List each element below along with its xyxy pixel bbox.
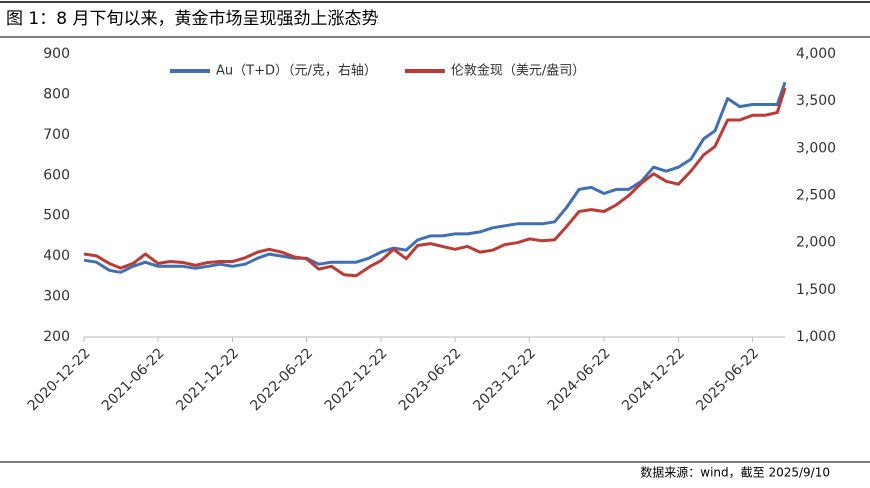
chart-title: 图 1：8 月下旬以来，黄金市场呈现强劲上涨态势 <box>6 9 378 29</box>
x-tick-label: 2020-12-22 <box>25 345 94 414</box>
x-tick-label: 2021-12-22 <box>173 345 242 414</box>
y-tick-label: 500 <box>43 208 70 224</box>
x-tick-label: 2025-06-22 <box>693 345 762 414</box>
x-tick-label: 2022-12-22 <box>322 345 391 414</box>
y2-tick-label: 1,500 <box>796 282 836 298</box>
x-tick-label: 2021-06-22 <box>99 345 168 414</box>
x-tick-label: 2022-06-22 <box>247 345 316 414</box>
legend-label: Au（T+D）（元/克，右轴） <box>216 64 377 79</box>
series-line <box>83 81 787 274</box>
x-tick-label: 2023-06-22 <box>396 345 465 414</box>
source: 数据来源：wind，截至 2025/9/10 <box>640 465 830 480</box>
x-tick-label: 2024-06-22 <box>545 345 614 414</box>
y2-tick-label: 2,000 <box>796 235 836 251</box>
y2-tick-label: 2,500 <box>796 188 836 204</box>
x-tick-label: 2024-12-22 <box>619 345 688 414</box>
series-line <box>83 87 787 278</box>
y2-tick-label: 3,000 <box>796 140 836 156</box>
y-tick-label: 200 <box>43 329 70 345</box>
x-tick-label: 2023-12-22 <box>470 345 539 414</box>
y-tick-label: 900 <box>43 46 70 62</box>
y-tick-label: 600 <box>43 167 70 183</box>
y-tick-label: 300 <box>43 289 70 305</box>
legend-label: 伦敦金现（美元/盎司） <box>451 63 585 79</box>
y2-tick-label: 3,500 <box>796 93 836 109</box>
y-tick-label: 800 <box>43 86 70 102</box>
y2-tick-label: 4,000 <box>796 46 836 62</box>
y2-tick-label: 1,000 <box>796 329 836 345</box>
y-tick-label: 700 <box>43 127 70 143</box>
y-tick-label: 400 <box>43 248 70 264</box>
